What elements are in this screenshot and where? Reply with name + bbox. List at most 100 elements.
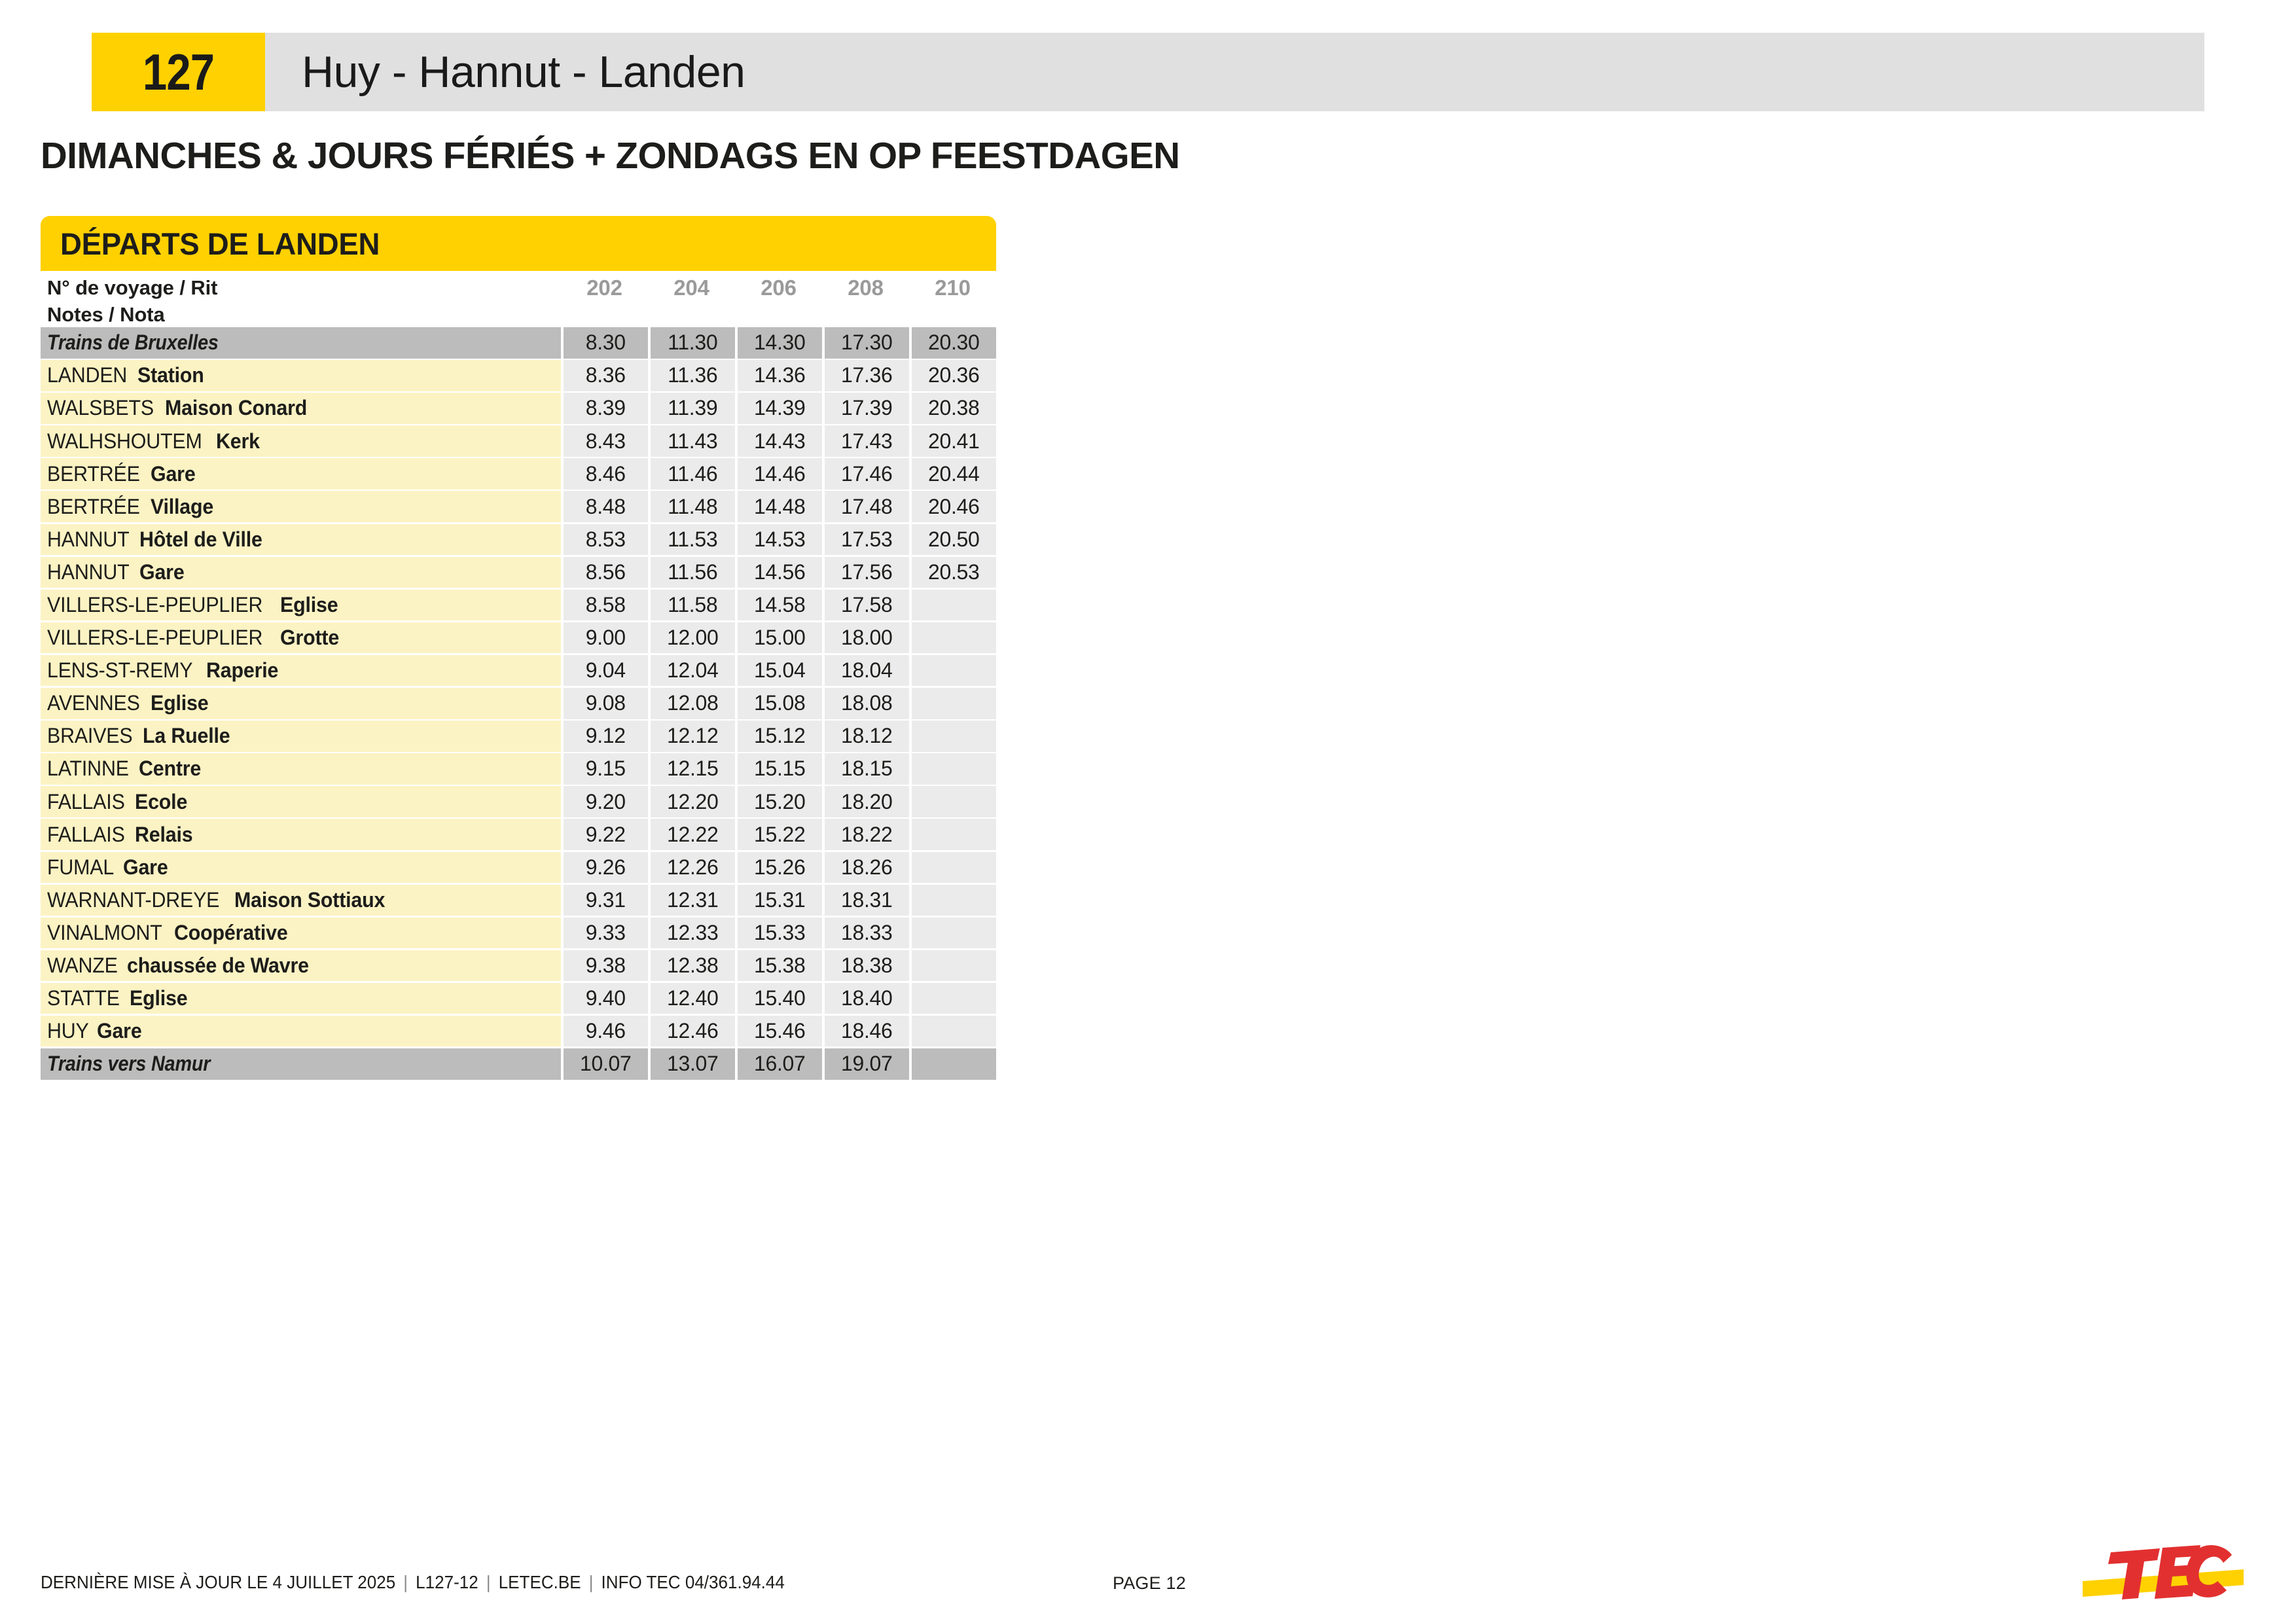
- time-cell: 15.33: [737, 917, 822, 949]
- time-cell-empty: [911, 1048, 996, 1080]
- time-cell: 9.20: [563, 786, 648, 817]
- header-notes-label: Notes / Nota: [47, 303, 165, 326]
- time-cell: 17.39: [824, 393, 909, 424]
- table-row: BERTRÉE Village 8.48 11.48 14.48 17.48 20.46: [41, 491, 996, 522]
- time-cell-empty: [911, 950, 996, 982]
- stop-detail: Eglise: [151, 691, 209, 715]
- time-cell: 8.46: [563, 458, 648, 490]
- table-row: HANNUT Gare 8.56 11.56 14.56 17.56 20.53: [41, 556, 996, 588]
- time-cell: 15.00: [737, 622, 822, 654]
- table-row: LATINNE Centre 9.15 12.15 15.15 18.15: [41, 753, 996, 785]
- time-cell: 8.48: [563, 491, 648, 522]
- time-cell: 18.04: [824, 654, 909, 687]
- stop-detail: Maison Conard: [165, 396, 308, 420]
- time-cells: 8.30 11.30 14.30 17.30 20.30: [561, 327, 996, 359]
- footer-separator-3: |: [588, 1572, 594, 1592]
- stop-name-cell: LENS-ST-REMY Raperie: [41, 654, 561, 687]
- time-cell: 11.30: [650, 327, 735, 359]
- time-cell: 18.31: [824, 884, 909, 916]
- trip-number: 210: [935, 276, 971, 300]
- stop-locality: FALLAIS: [47, 789, 125, 813]
- time-cell: 14.48: [737, 491, 822, 522]
- stop-name-cell: VINALMONT Coopérative: [41, 917, 561, 949]
- time-cell: 12.12: [650, 721, 735, 752]
- stop-name-cell: WANZE chaussée de Wavre: [41, 950, 561, 982]
- time-cells: 8.39 11.39 14.39 17.39 20.38: [561, 393, 996, 424]
- time-cell: 14.58: [737, 589, 822, 621]
- time-cells: 9.20 12.20 15.20 18.20: [561, 786, 996, 817]
- table-row: WALHSHOUTEM Kerk 8.43 11.43 14.43 17.43 20.41: [41, 425, 996, 457]
- time-cells: 10.07 13.07 16.07 19.07: [561, 1048, 996, 1080]
- table-row: FUMAL Gare 9.26 12.26 15.26 18.26: [41, 851, 996, 883]
- stop-detail: Gare: [123, 855, 169, 879]
- time-cells: 8.53 11.53 14.53 17.53 20.50: [561, 524, 996, 556]
- footer-separator-2: |: [486, 1572, 491, 1592]
- time-cell: 18.38: [824, 950, 909, 982]
- time-cell: 12.20: [650, 786, 735, 817]
- time-cell: 15.31: [737, 884, 822, 916]
- stop-locality: HUY: [47, 1019, 89, 1043]
- time-cell: 15.15: [737, 753, 822, 785]
- time-cell: 18.08: [824, 688, 909, 719]
- time-cells: 9.26 12.26 15.26 18.26: [561, 851, 996, 883]
- time-cell: 8.39: [563, 393, 648, 424]
- footer-website[interactable]: LETEC.BE: [498, 1572, 581, 1592]
- stop-detail: Centre: [139, 757, 202, 781]
- time-cell: 20.36: [911, 360, 996, 391]
- time-cell: 18.15: [824, 753, 909, 785]
- stop-detail: Raperie: [206, 658, 279, 683]
- time-cell: 20.53: [911, 556, 996, 588]
- table-row: LANDEN Station 8.36 11.36 14.36 17.36 20.36: [41, 360, 996, 391]
- stop-detail: Grotte: [279, 626, 339, 650]
- stop-locality: WANZE: [47, 954, 118, 978]
- time-cells: 9.04 12.04 15.04 18.04: [561, 654, 996, 687]
- time-cell: 18.26: [824, 851, 909, 883]
- time-cell-empty: [911, 1015, 996, 1047]
- time-cell: 9.08: [563, 688, 648, 719]
- stop-detail: Gare: [96, 1019, 142, 1043]
- stop-detail: Station: [137, 363, 204, 387]
- stop-detail: Village: [151, 494, 214, 518]
- time-cell: 14.30: [737, 327, 822, 359]
- time-cell: 17.48: [824, 491, 909, 522]
- stop-locality: HANNUT: [47, 560, 130, 584]
- stop-detail: Ecole: [134, 789, 188, 813]
- footer-update-date: DERNIÈRE MISE À JOUR LE 4 JUILLET 2025: [41, 1572, 396, 1592]
- time-cells: 9.00 12.00 15.00 18.00: [561, 622, 996, 654]
- time-cell: 18.22: [824, 819, 909, 850]
- stop-name-cell: Trains de Bruxelles: [41, 327, 561, 359]
- time-cells: 9.15 12.15 15.15 18.15: [561, 753, 996, 785]
- time-cells: 9.31 12.31 15.31 18.31: [561, 884, 996, 916]
- section-banner: DÉPARTS DE LANDEN: [41, 216, 996, 271]
- time-cell-empty: [911, 589, 996, 621]
- table-row: BRAIVES La Ruelle 9.12 12.12 15.12 18.12: [41, 721, 996, 752]
- time-cell: 8.58: [563, 589, 648, 621]
- trip-number: 204: [673, 276, 709, 300]
- time-cells: 9.33 12.33 15.33 18.33: [561, 917, 996, 949]
- table-column-header: N° de voyage / Rit Notes / Nota 202 204 20…: [41, 271, 996, 327]
- time-cell: 8.43: [563, 425, 648, 457]
- time-cells: 9.38 12.38 15.38 18.38: [561, 950, 996, 982]
- stop-detail: Hôtel de Ville: [139, 527, 262, 551]
- stop-locality: BRAIVES: [47, 724, 133, 748]
- timetable-rows: Trains de Bruxelles 8.30 11.30 14.30 17.30 20…: [41, 327, 996, 1080]
- time-cell: 9.33: [563, 917, 648, 949]
- time-cell: 15.26: [737, 851, 822, 883]
- time-cells: 9.12 12.12 15.12 18.12: [561, 721, 996, 752]
- stop-locality: Trains de Bruxelles: [47, 330, 219, 355]
- time-cell: 9.04: [563, 654, 648, 687]
- time-cell: 17.58: [824, 589, 909, 621]
- table-row: VILLERS-LE-PEUPLIER Eglise 8.58 11.58 14.58 1…: [41, 589, 996, 621]
- stop-locality: LANDEN: [47, 363, 128, 387]
- time-cell: 15.20: [737, 786, 822, 817]
- trip-number-row: 202 204 206 208 210: [561, 271, 996, 327]
- time-cell: 9.22: [563, 819, 648, 850]
- time-cell-empty: [911, 688, 996, 719]
- time-cell: 12.33: [650, 917, 735, 949]
- section-title: DÉPARTS DE LANDEN: [60, 226, 380, 261]
- time-cell: 11.53: [650, 524, 735, 556]
- time-cell: 12.22: [650, 819, 735, 850]
- time-cell: 8.36: [563, 360, 648, 391]
- time-cell: 11.56: [650, 556, 735, 588]
- time-cells: 8.36 11.36 14.36 17.36 20.36: [561, 360, 996, 391]
